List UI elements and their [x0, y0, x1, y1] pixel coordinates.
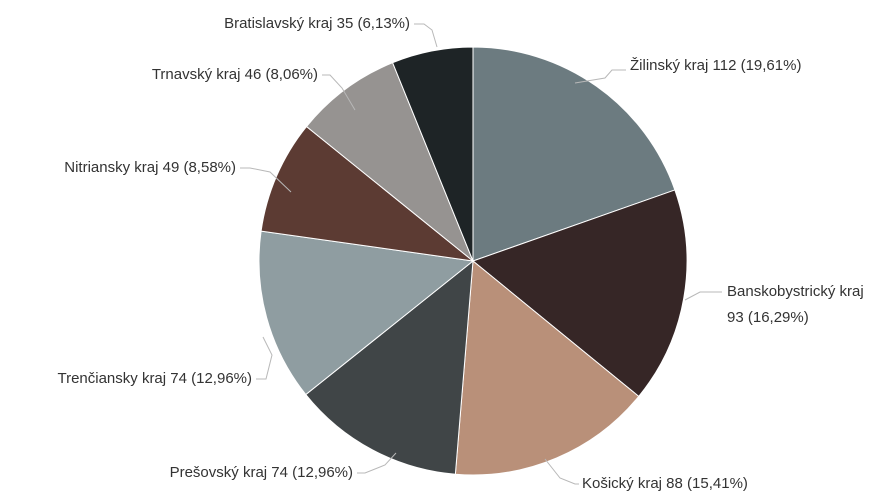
slice-label-bratislavsky-kraj: Bratislavský kraj 35 (6,13%) [224, 15, 410, 32]
slice-label-zilinsky-kraj: Žilinský kraj 112 (19,61%) [630, 57, 801, 74]
slice-trenciansky-kraj [258, 230, 475, 396]
slice-label-presovsky-kraj: Prešovský kraj 74 (12,96%) [170, 464, 353, 481]
slice-presovsky-kraj [305, 259, 474, 475]
slice-label-nitriansky-kraj: Nitriansky kraj 49 (8,58%) [64, 159, 236, 176]
slice-nitriansky-kraj [260, 125, 475, 262]
leader-line-kosicky-kraj [544, 458, 579, 485]
slice-label-trenciansky-kraj: Trenčiansky kraj 74 (12,96%) [57, 370, 252, 387]
slice-label-banskobystricky-kraj: Banskobystrický kraj 93 (16,29%) [727, 283, 864, 326]
slice-bratislavsky-kraj [391, 46, 474, 262]
slice-label-kosicky-kraj: Košický kraj 88 (15,41%) [582, 475, 748, 492]
leader-line-trnavsky-kraj [322, 74, 356, 111]
slice-kosicky-kraj [454, 260, 640, 476]
slice-trnavsky-kraj [305, 62, 475, 263]
slice-banskobystricky-kraj [471, 189, 688, 398]
leader-line-nitriansky-kraj [240, 167, 292, 193]
leader-line-bratislavsky-kraj [414, 23, 438, 48]
leader-line-zilinsky-kraj [574, 69, 626, 84]
pie-slices [258, 46, 688, 476]
leader-lines [240, 23, 722, 485]
slice-labels: Žilinský kraj 112 (19,61%) Banskobystrick… [57, 15, 863, 492]
leader-line-presovsky-kraj [357, 452, 397, 474]
leader-line-banskobystricky-kraj [684, 291, 722, 301]
leader-line-trenciansky-kraj [256, 336, 273, 380]
slice-label-trnavsky-kraj: Trnavský kraj 46 (8,06%) [152, 66, 318, 83]
